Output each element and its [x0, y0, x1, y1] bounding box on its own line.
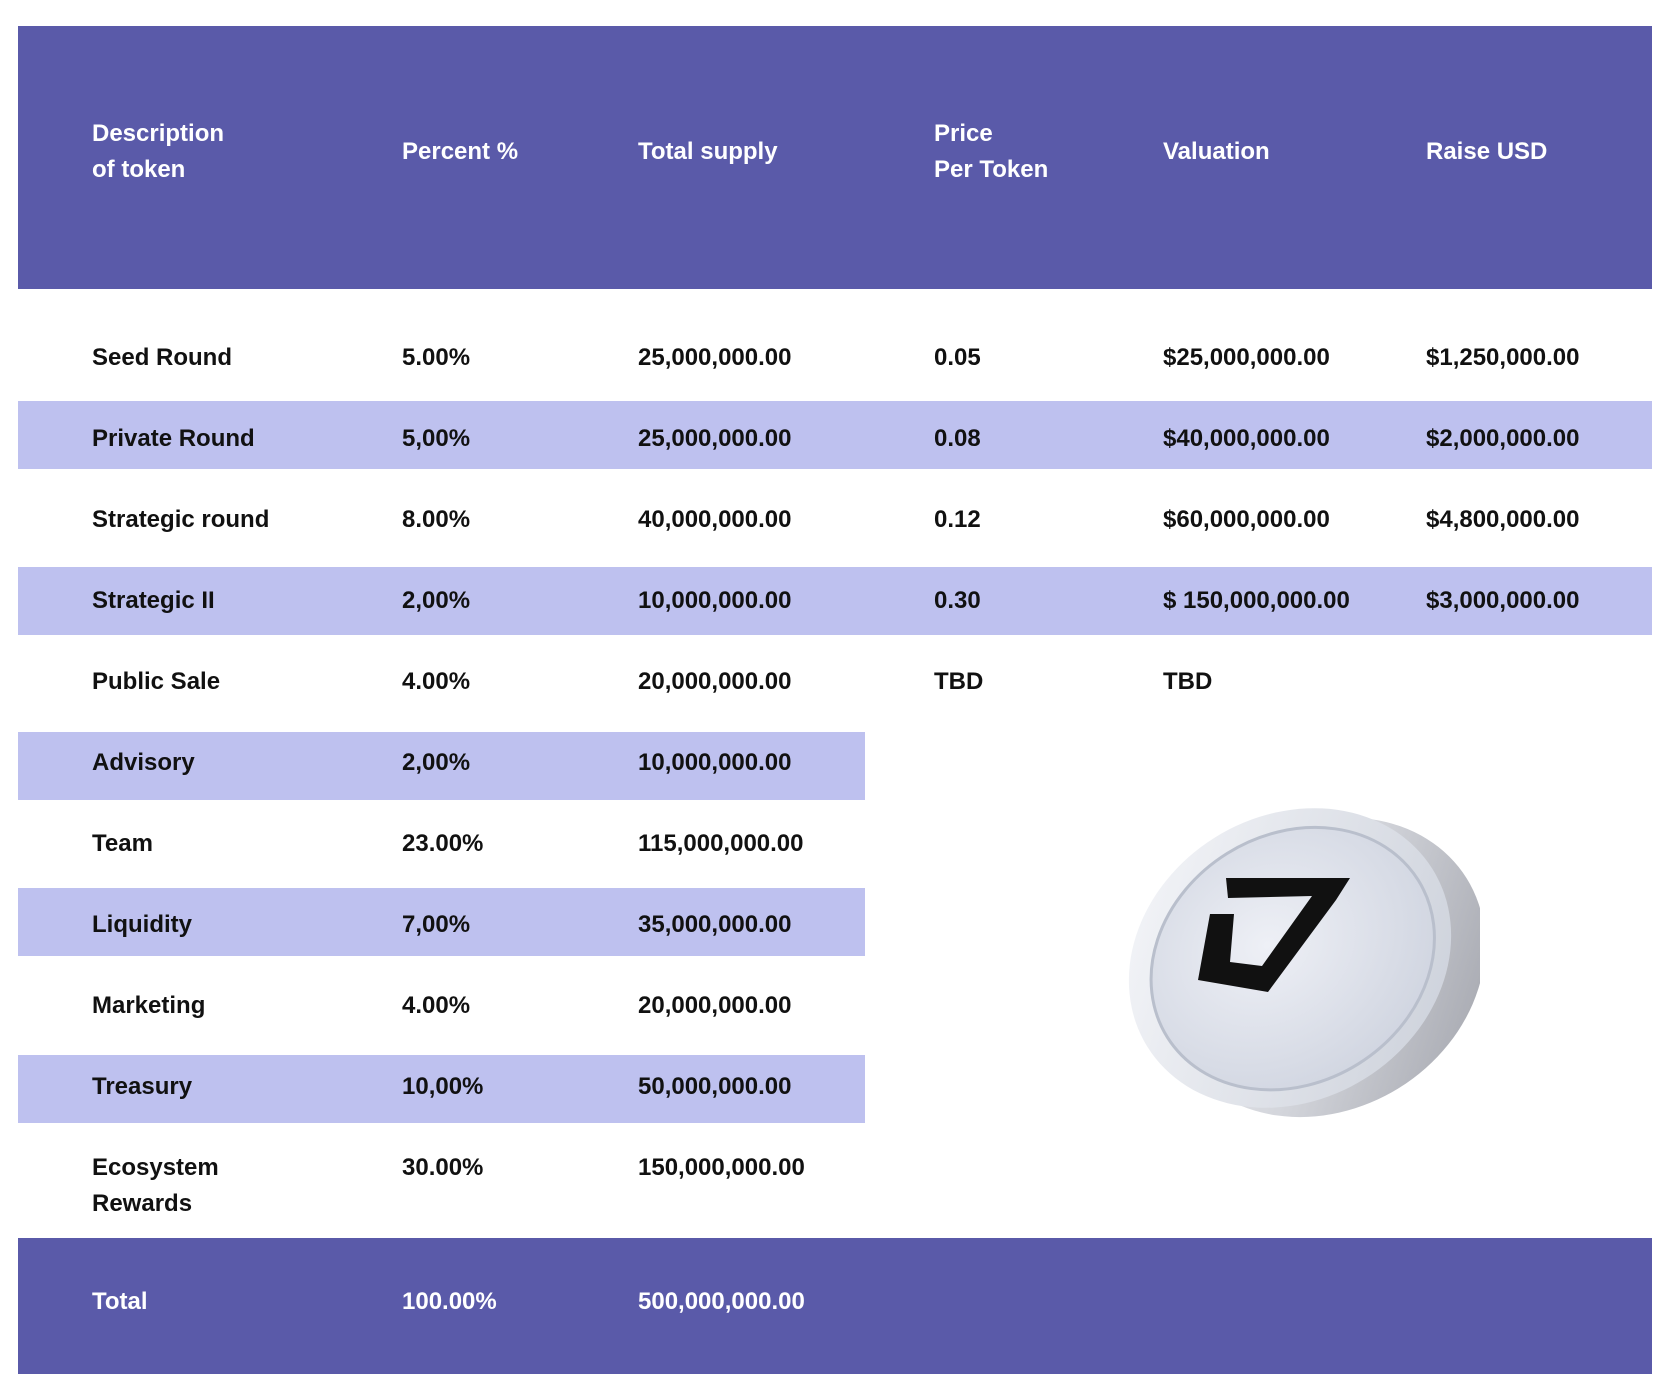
total-percent: 100.00% [402, 1288, 497, 1315]
cell-valuation: $60,000,000.00 [1163, 506, 1330, 533]
header-description: Description of token [92, 120, 225, 183]
cell-description: Strategic II [92, 587, 215, 614]
cell-description: Team [92, 830, 153, 857]
cell-percent: 4.00% [402, 668, 471, 695]
cell-percent: 30.00% [402, 1154, 484, 1181]
cell-description: Private Round [92, 425, 255, 452]
cell-raise: $1,250,000.00 [1426, 344, 1580, 371]
cell-supply: 25,000,000.00 [638, 344, 792, 371]
cell-supply: 25,000,000.00 [638, 425, 792, 452]
cell-raise: $4,800,000.00 [1426, 506, 1580, 533]
row-stripe [18, 732, 865, 800]
cell-percent: 5.00% [402, 344, 471, 371]
header-percent: Percent % [402, 138, 519, 165]
table-header [18, 26, 1652, 289]
cell-percent: 4.00% [402, 992, 471, 1019]
cell-supply: 35,000,000.00 [638, 911, 792, 938]
cell-description: Public Sale [92, 668, 221, 695]
cell-raise: $2,000,000.00 [1426, 425, 1580, 452]
token-coin-icon [1128, 808, 1480, 1118]
cell-description: Strategic round [92, 506, 270, 533]
cell-percent: 10,00% [402, 1073, 484, 1100]
cell-supply: 10,000,000.00 [638, 587, 792, 614]
cell-description: Liquidity [92, 911, 192, 938]
table-total-bar [18, 1238, 1652, 1374]
cell-supply: 20,000,000.00 [638, 992, 792, 1019]
row-stripe [18, 401, 1652, 469]
cell-supply: 40,000,000.00 [638, 506, 792, 533]
cell-percent: 2,00% [402, 587, 471, 614]
cell-price: TBD [934, 668, 984, 695]
cell-price: 0.05 [934, 344, 981, 371]
cell-valuation: $25,000,000.00 [1163, 344, 1330, 371]
cell-description: Ecosystem Rewards [92, 1154, 219, 1217]
cell-percent: 7,00% [402, 911, 471, 938]
cell-description: Marketing [92, 992, 206, 1019]
cell-supply: 10,000,000.00 [638, 749, 792, 776]
header-total-supply: Total supply [638, 138, 778, 165]
total-supply: 500,000,000.00 [638, 1288, 805, 1315]
cell-supply: 150,000,000.00 [638, 1154, 805, 1181]
token-logo-mark [1198, 878, 1350, 992]
header-raise: Raise USD [1426, 138, 1548, 165]
cell-supply: 20,000,000.00 [638, 668, 792, 695]
cell-price: 0.12 [934, 506, 981, 533]
cell-percent: 5,00% [402, 425, 471, 452]
cell-supply: 115,000,000.00 [638, 830, 804, 857]
cell-valuation: $40,000,000.00 [1163, 425, 1330, 452]
cell-percent: 2,00% [402, 749, 471, 776]
cell-valuation: TBD [1163, 668, 1213, 695]
cell-price: 0.30 [934, 587, 981, 614]
cell-description: Treasury [92, 1073, 193, 1100]
cell-raise: $3,000,000.00 [1426, 587, 1580, 614]
cell-price: 0.08 [934, 425, 981, 452]
cell-percent: 8.00% [402, 506, 471, 533]
header-price: Price Per Token [934, 120, 1049, 183]
cell-supply: 50,000,000.00 [638, 1073, 792, 1100]
total-label: Total [92, 1288, 148, 1315]
cell-percent: 23.00% [402, 830, 484, 857]
cell-description: Advisory [92, 749, 195, 776]
row-stripe [18, 888, 865, 956]
row-stripe [18, 567, 1652, 635]
cell-valuation: $ 150,000,000.00 [1163, 587, 1350, 614]
row-stripe [18, 1055, 865, 1123]
header-valuation: Valuation [1163, 138, 1270, 165]
cell-description: Seed Round [92, 344, 233, 371]
